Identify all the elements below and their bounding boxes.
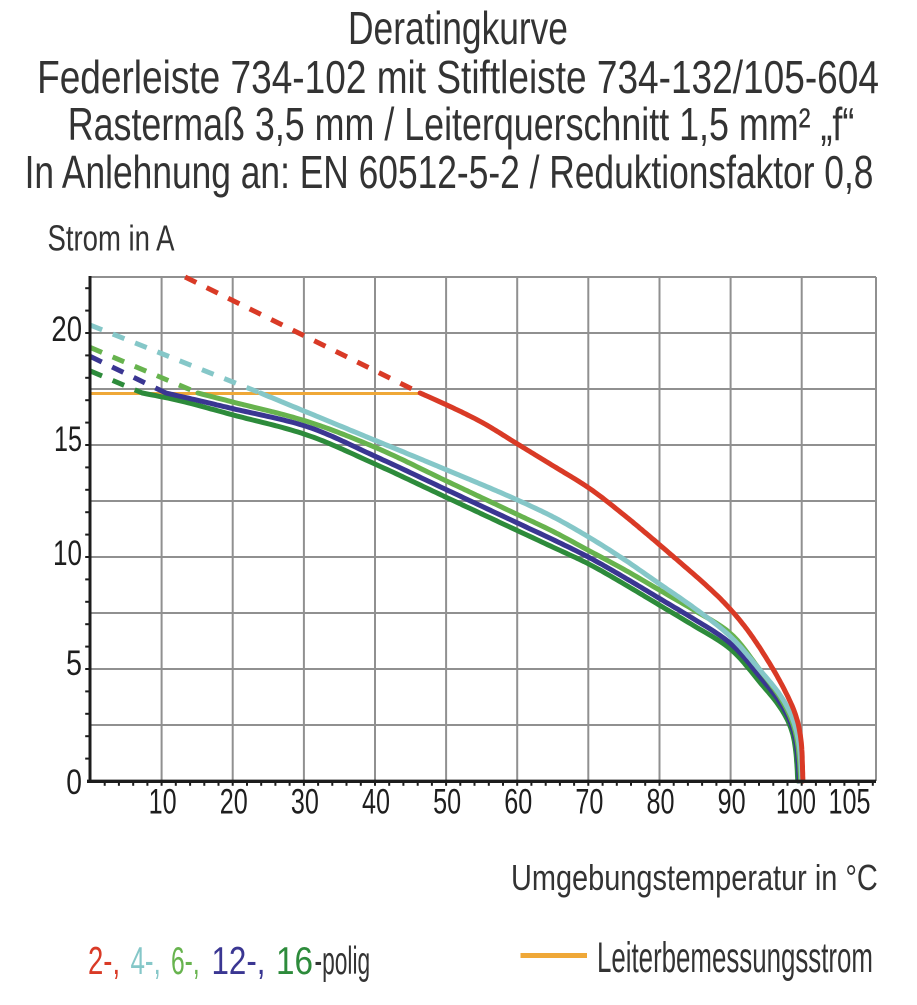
svg-text:Strom in A: Strom in A: [48, 218, 175, 258]
svg-text:20: 20: [220, 782, 248, 821]
svg-text:30: 30: [291, 782, 319, 821]
svg-text:4-,: 4-,: [131, 940, 161, 984]
svg-text:15: 15: [54, 420, 82, 459]
svg-text:60: 60: [504, 782, 532, 821]
svg-text:Federleiste 734-102 mit Stiftl: Federleiste 734-102 mit Stiftleiste 734-…: [37, 51, 879, 103]
svg-text:0: 0: [66, 762, 82, 802]
svg-text:50: 50: [433, 782, 461, 821]
svg-text:70: 70: [575, 782, 603, 821]
svg-text:100: 100: [776, 783, 816, 822]
svg-text:In Anlehnung an: EN 60512-5-2: In Anlehnung an: EN 60512-5-2 / Reduktio…: [25, 147, 874, 199]
svg-text:16: 16: [276, 938, 313, 982]
svg-text:90: 90: [718, 782, 746, 821]
svg-text:20: 20: [51, 310, 82, 349]
svg-text:10: 10: [149, 782, 177, 821]
svg-text:Leiterbemessungsstrom: Leiterbemessungsstrom: [597, 933, 873, 981]
svg-text:10: 10: [53, 533, 82, 573]
svg-text:2-,: 2-,: [88, 939, 120, 983]
svg-text:80: 80: [646, 782, 674, 821]
svg-text:Rastermaß 3,5 mm / Leiterquers: Rastermaß 3,5 mm / Leiterquerschnitt 1,5…: [68, 99, 855, 150]
svg-text:Umgebungstemperatur in °C: Umgebungstemperatur in °C: [511, 857, 878, 898]
svg-text:6-,: 6-,: [171, 938, 200, 982]
svg-text:5: 5: [66, 643, 82, 682]
svg-text:-polig: -polig: [315, 939, 371, 983]
svg-text:40: 40: [362, 782, 390, 821]
svg-text:12-,: 12-,: [212, 940, 266, 983]
svg-text:Deratingkurve: Deratingkurve: [348, 3, 568, 55]
svg-text:105: 105: [829, 782, 871, 821]
